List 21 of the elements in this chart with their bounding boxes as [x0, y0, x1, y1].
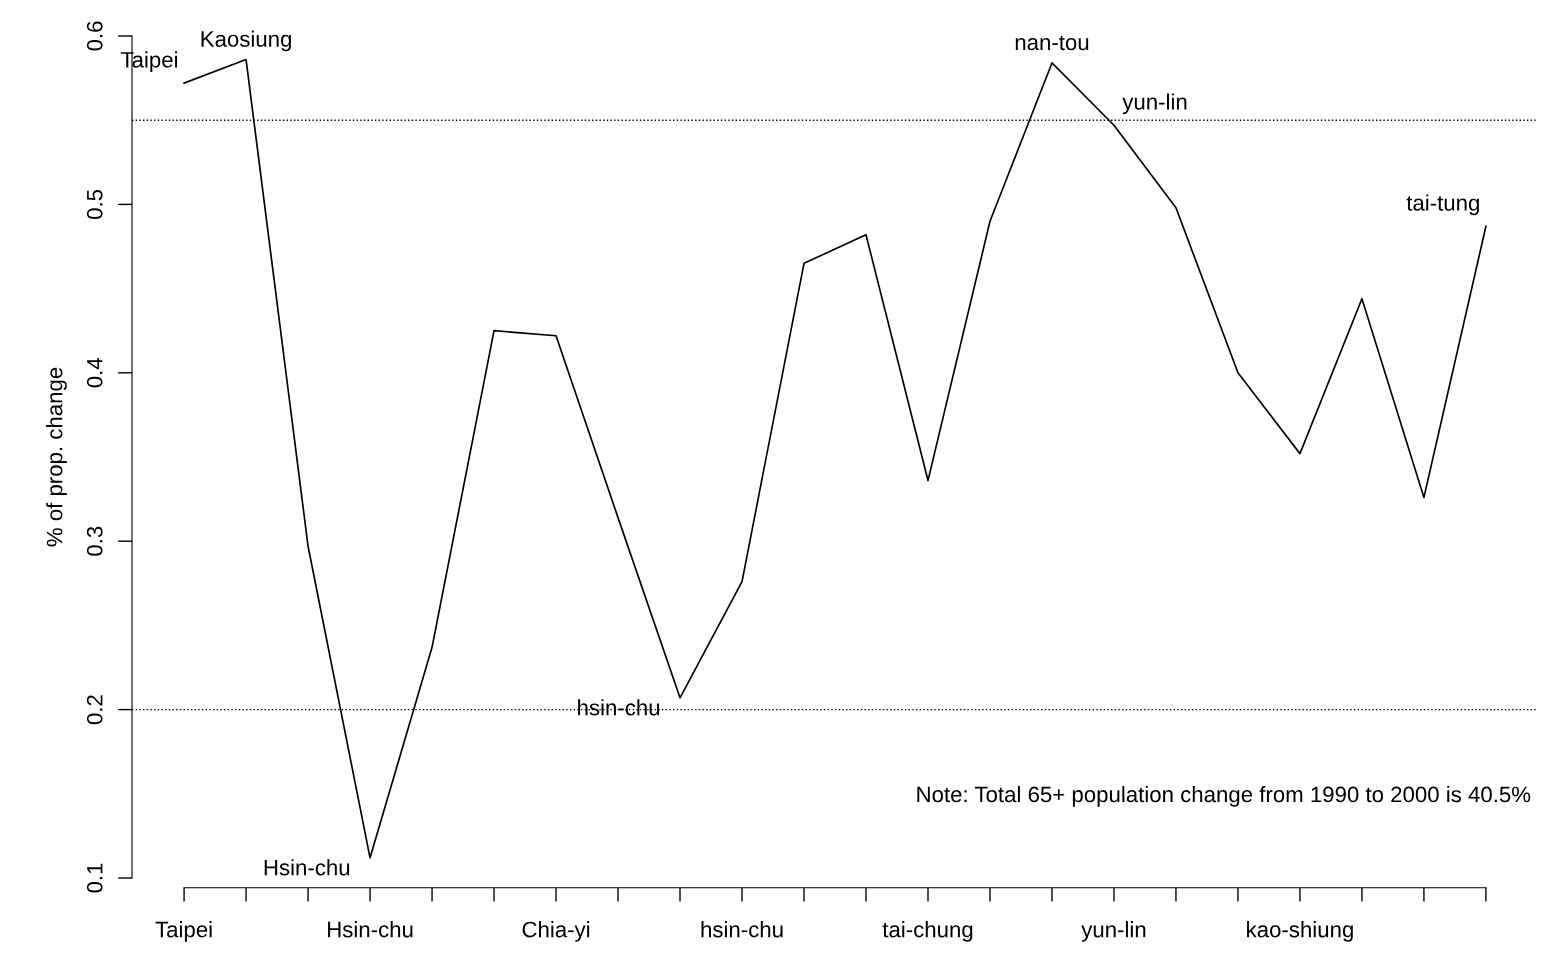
- x-tick-label: Chia-yi: [522, 921, 590, 942]
- y-tick-label: 0.2: [86, 695, 103, 725]
- data-label: yun-lin: [1122, 93, 1187, 115]
- data-label: nan-tou: [1015, 35, 1089, 51]
- annotation: Note: Total 65+ population change from 1990 to 2000 is 40.5%: [917, 785, 1531, 807]
- data-label: hsin-chu: [578, 699, 660, 716]
- data-label: Kaosiung: [201, 30, 291, 52]
- x-tick-label: Taipei: [155, 921, 212, 942]
- x-tick-label: yun-lin: [1081, 921, 1146, 942]
- x-tick-label: Hsin-chu: [328, 921, 413, 938]
- data-label: tai-tung: [1406, 194, 1479, 216]
- y-tick-label: 0.3: [86, 526, 103, 556]
- x-tick-label: tai-chung: [882, 921, 973, 942]
- data-label: Hsin-chu: [264, 859, 350, 876]
- y-tick-label: 0.5: [86, 189, 103, 219]
- y-tick-label: 0.6: [86, 21, 103, 51]
- y-tick-label: 0.4: [86, 358, 103, 388]
- y-axis-title: % of prop. change: [46, 367, 67, 547]
- x-tick-label: hsin-chu: [701, 921, 783, 938]
- x-tick-label: kao-shiung: [1247, 921, 1353, 942]
- y-tick-label: 0.1: [86, 863, 103, 893]
